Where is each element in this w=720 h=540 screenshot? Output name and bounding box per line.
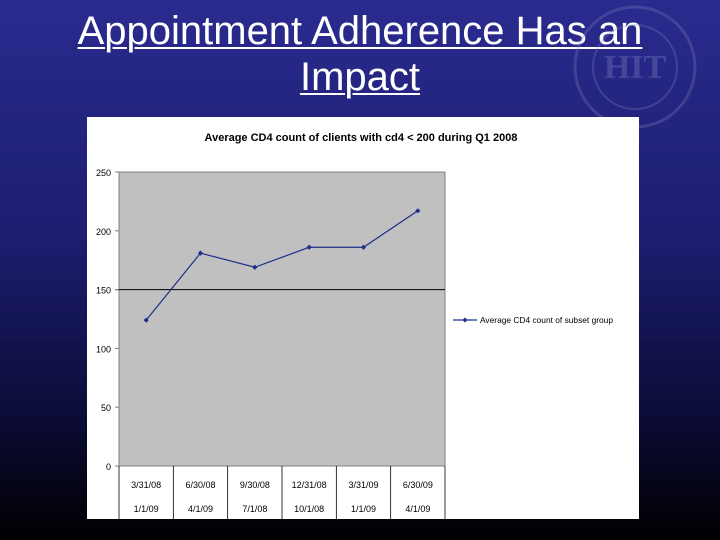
x-tick-label-row2: 4/1/09 — [405, 504, 430, 514]
data-point — [360, 244, 367, 250]
series-layer — [143, 208, 421, 323]
x-axis: 3/31/08 6/30/08 9/30/08 12/31/08 3/31/09 6/30… — [118, 466, 446, 519]
x-tick-label-row2: 1/1/09 — [351, 504, 376, 514]
x-tick-label: 6/30/09 — [403, 480, 433, 490]
x-tick-label-row2: 4/1/09 — [188, 504, 213, 514]
x-tick-label: 9/30/08 — [240, 480, 270, 490]
slide-title-line-2: Impact — [299, 55, 421, 99]
x-tick-label: 12/31/08 — [292, 480, 327, 490]
chart: Average CD4 count of clients with cd4 < … — [87, 117, 639, 519]
y-tick-label: 100 — [96, 344, 111, 354]
y-tick-label: 200 — [96, 227, 111, 237]
x-tick-label: 3/31/09 — [348, 480, 378, 490]
x-tick-label-row2: 7/1/08 — [242, 504, 267, 514]
x-tick-label-row2: 1/1/09 — [134, 504, 159, 514]
data-point — [252, 264, 258, 270]
series-line — [145, 210, 419, 321]
data-point — [197, 250, 204, 256]
plot-area — [118, 171, 446, 467]
y-tick-label: 150 — [96, 286, 111, 296]
organization-seal-logo: HIT — [573, 5, 697, 129]
legend-marker — [462, 317, 468, 323]
slide-title-line-1: Appointment Adherence Has an — [77, 9, 643, 53]
legend-label: Average CD4 count of subset group — [480, 315, 613, 325]
logo-text: HIT — [604, 49, 667, 86]
y-axis: 0 50 100 150 200 250 — [96, 168, 119, 472]
x-tick-label: 3/31/08 — [131, 480, 161, 490]
chart-panel: Average CD4 count of clients with cd4 < … — [87, 117, 639, 519]
x-tick-label: 6/30/08 — [185, 480, 215, 490]
x-tick-label-row2: 10/1/08 — [294, 504, 324, 514]
y-tick-label: 0 — [106, 462, 111, 472]
legend: Average CD4 count of subset group — [453, 315, 613, 325]
y-tick-label: 250 — [96, 168, 111, 178]
chart-title: Average CD4 count of clients with cd4 < … — [205, 132, 518, 144]
y-tick-label: 50 — [101, 403, 111, 413]
slide-title: Appointment Adherence Has an Impact — [20, 8, 700, 100]
